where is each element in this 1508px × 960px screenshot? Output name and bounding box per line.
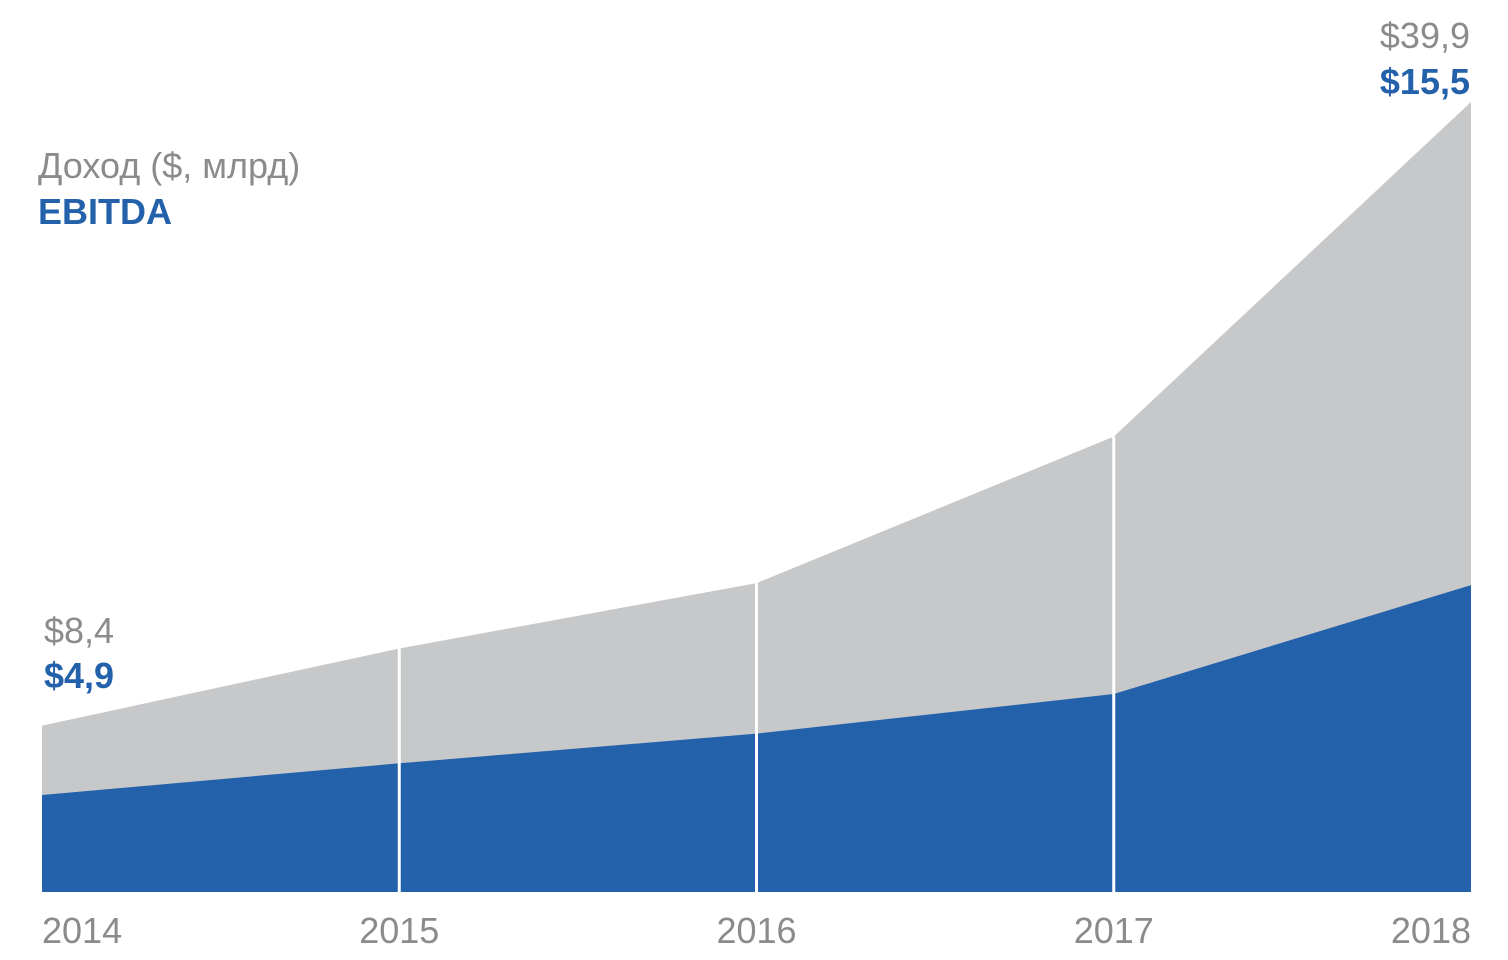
legend-revenue: Доход ($, млрд) [38, 145, 300, 186]
value-labels: $8,4$4,9 $39,9 $15,5 [44, 15, 1470, 696]
year-dividers [397, 436, 1116, 892]
x-tick-2014: 2014 [42, 910, 122, 951]
label-revenue-2018: $39,9 [1380, 15, 1470, 56]
x-axis-ticks: 2014 2015 2016 2017 2018 [42, 910, 1471, 951]
label-ebitda-2014: $4,9 [44, 655, 114, 696]
label-ebitda-2018: $15,5 [1380, 61, 1470, 102]
legend-ebitda: EBITDA [38, 191, 172, 232]
x-tick-2015: 2015 [359, 910, 439, 951]
x-tick-2016: 2016 [716, 910, 796, 951]
x-tick-2017: 2017 [1074, 910, 1154, 951]
label-revenue-2014: $8,4 [44, 610, 114, 651]
x-tick-2018: 2018 [1391, 910, 1471, 951]
